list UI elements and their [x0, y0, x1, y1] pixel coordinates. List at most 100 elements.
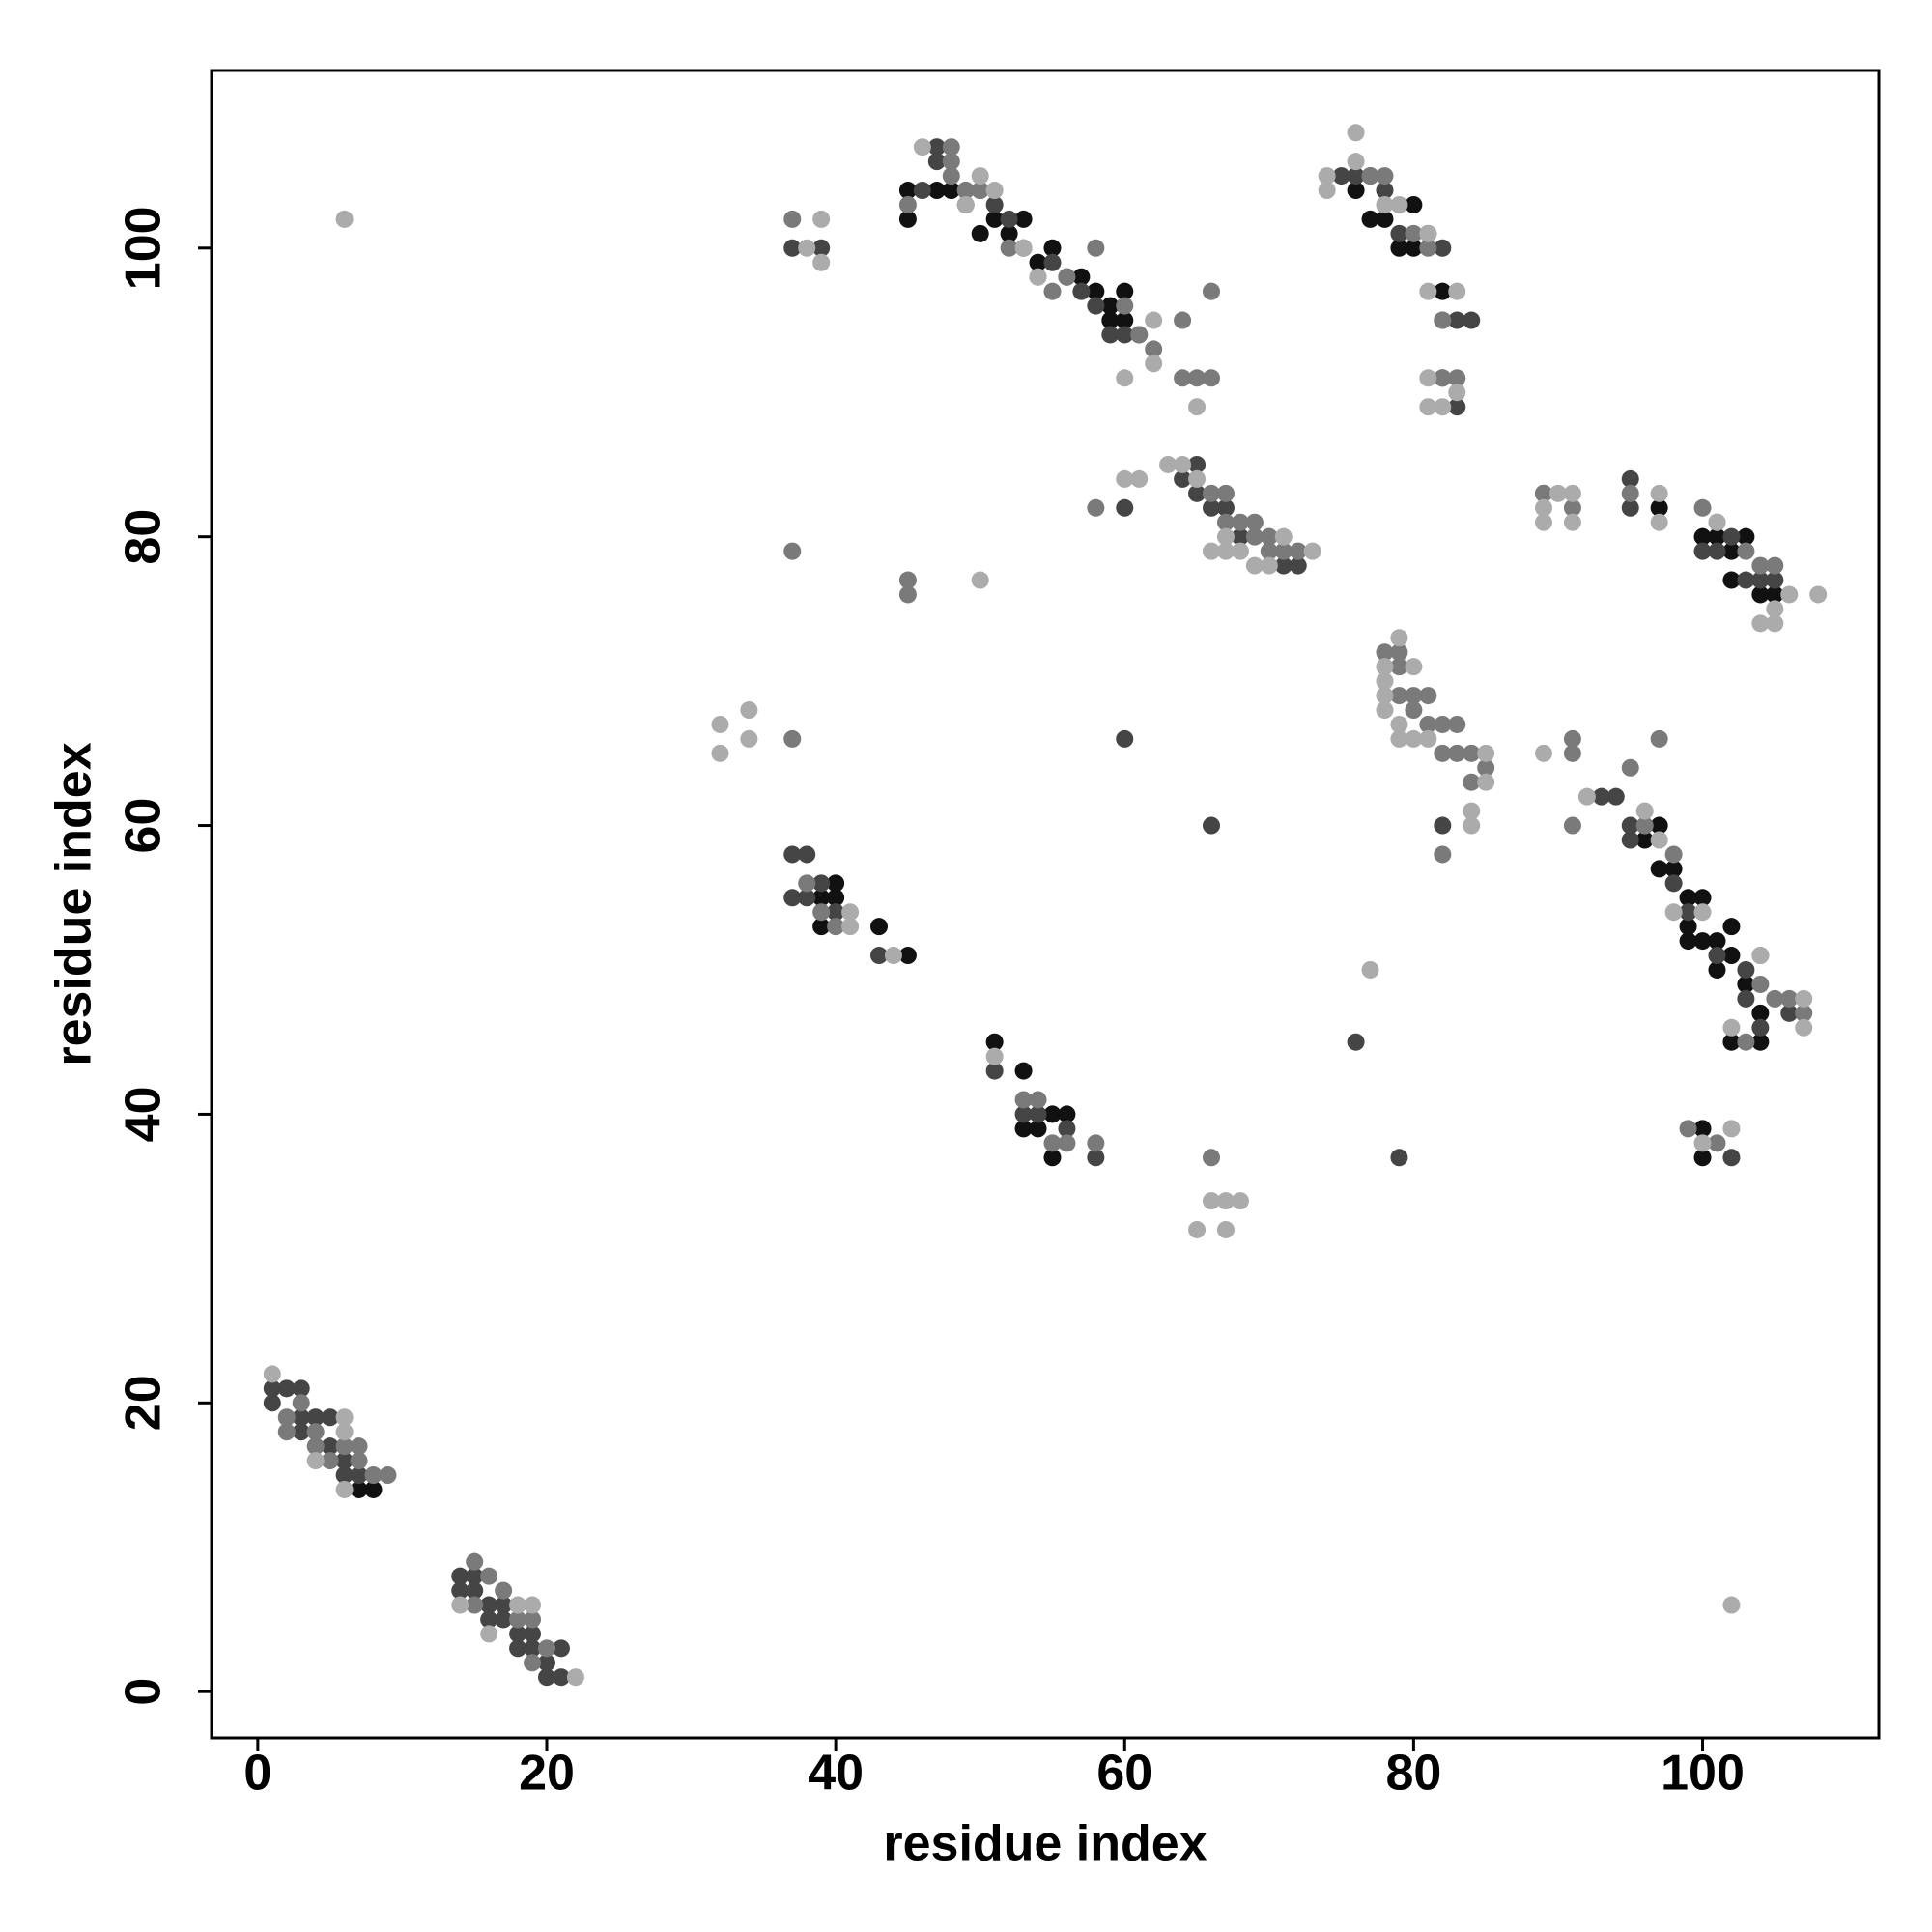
point [1245, 513, 1264, 531]
point [1116, 369, 1134, 387]
point [783, 729, 802, 748]
point [1203, 484, 1221, 502]
point [1101, 297, 1120, 315]
point [956, 195, 975, 213]
point [1145, 340, 1163, 358]
point [1679, 1120, 1697, 1138]
point [1029, 268, 1047, 286]
point [971, 571, 989, 589]
point [1463, 773, 1481, 791]
point [1448, 282, 1466, 300]
point [1145, 311, 1163, 329]
point [1130, 469, 1149, 488]
point [812, 210, 831, 228]
point [1693, 1149, 1712, 1167]
point [1621, 816, 1639, 835]
point [927, 182, 946, 200]
point [1664, 874, 1683, 893]
point [1766, 571, 1784, 589]
point [1737, 1033, 1755, 1051]
point [335, 1423, 354, 1441]
point [1043, 1134, 1062, 1152]
point [1434, 845, 1452, 864]
point [827, 874, 845, 893]
point [1174, 455, 1192, 473]
point [1058, 1105, 1076, 1123]
point [1795, 1018, 1813, 1037]
point [812, 889, 831, 907]
point [812, 253, 831, 271]
point [1463, 816, 1481, 835]
point [1751, 1018, 1770, 1037]
point [1448, 744, 1466, 762]
point [942, 153, 960, 171]
point [292, 1423, 310, 1441]
point [1708, 513, 1726, 531]
point [1809, 585, 1828, 604]
point [1014, 1120, 1033, 1138]
point [1188, 398, 1207, 416]
point [985, 210, 1004, 228]
point [1188, 455, 1207, 473]
point [1751, 571, 1770, 589]
point [1029, 1105, 1047, 1123]
point [1347, 1033, 1365, 1051]
point [1376, 672, 1394, 691]
point [1477, 744, 1495, 762]
x-tick-label: 40 [808, 1746, 864, 1802]
point [1390, 687, 1408, 705]
point [509, 1625, 527, 1643]
point [292, 1394, 310, 1412]
point [1390, 239, 1408, 257]
point [350, 1480, 368, 1498]
point [1231, 527, 1249, 546]
point [1274, 527, 1293, 546]
point [971, 182, 989, 200]
point [1737, 975, 1755, 993]
x-axis-label: residue index [883, 1816, 1207, 1872]
point [509, 1639, 527, 1658]
point [552, 1668, 570, 1687]
point [1766, 989, 1784, 1008]
y-tick-label: 80 [116, 509, 172, 565]
point [942, 182, 960, 200]
point [1650, 729, 1668, 748]
point [524, 1610, 542, 1629]
point [1043, 282, 1062, 300]
point [495, 1610, 513, 1629]
point [927, 138, 946, 156]
x-tick-label: 80 [1385, 1746, 1441, 1802]
plot-frame [210, 69, 1881, 1740]
point [1376, 167, 1394, 185]
point [1650, 513, 1668, 531]
point [1434, 282, 1452, 300]
point [1347, 153, 1365, 171]
point [1390, 195, 1408, 213]
point [379, 1466, 397, 1485]
point [451, 1581, 469, 1600]
point [1014, 1091, 1033, 1109]
point [1419, 369, 1437, 387]
point [1318, 182, 1336, 200]
point [1563, 729, 1581, 748]
point [1419, 729, 1437, 748]
point [1130, 326, 1149, 344]
point [1434, 398, 1452, 416]
point [509, 1610, 527, 1629]
point [812, 239, 831, 257]
point [1693, 542, 1712, 560]
y-tick-label: 60 [116, 798, 172, 854]
point [466, 1567, 484, 1585]
point [1203, 369, 1221, 387]
point [956, 182, 975, 200]
point [495, 1581, 513, 1600]
point [1058, 1134, 1076, 1152]
point [1419, 715, 1437, 733]
point [1188, 1220, 1207, 1238]
point [740, 701, 758, 720]
point [537, 1668, 555, 1687]
point [1751, 1033, 1770, 1051]
point [335, 1466, 354, 1485]
point [913, 138, 931, 156]
